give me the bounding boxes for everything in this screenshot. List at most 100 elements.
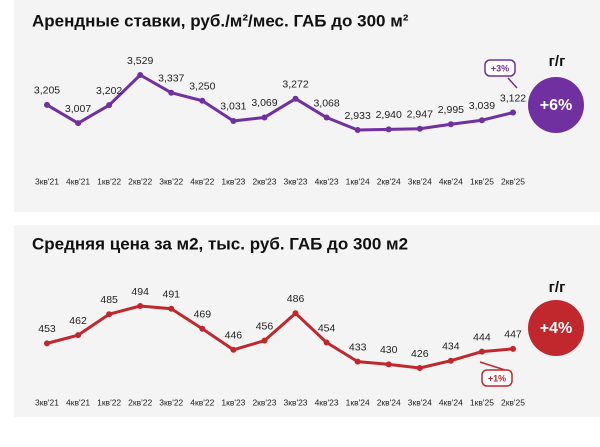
yoy-badge (528, 300, 584, 356)
x-tick-label: 1кв'25 (470, 176, 494, 186)
x-tick-label: 3кв'21 (35, 397, 59, 407)
point (478, 117, 485, 124)
arrow (507, 77, 518, 89)
recent-change: +1% (488, 373, 506, 383)
line (46, 304, 514, 370)
x-tick-label: 2кв'23 (252, 397, 276, 407)
x-tick-label: 2кв'23 (252, 176, 276, 186)
x-tick-label: 2кв'22 (128, 176, 152, 186)
point (230, 346, 237, 353)
x-tick-label: 1кв'22 (97, 397, 121, 407)
point (75, 120, 82, 127)
value-label: 3,031 (220, 101, 246, 113)
value-label: 486 (287, 293, 305, 305)
x-tick-label: 3кв'23 (284, 176, 308, 186)
x-tick-label: 2кв'24 (377, 176, 401, 186)
chart-title: Арендные ставки, руб./м²/мес. ГАБ до 300… (32, 11, 409, 30)
value-label: 469 (194, 309, 212, 321)
value-label: 446 (225, 330, 243, 342)
point (137, 303, 144, 309)
yoy-change: +4% (540, 320, 572, 337)
x-tick-label: 4кв'23 (315, 176, 339, 186)
value-label: 447 (504, 329, 522, 341)
value-label: 2,995 (438, 104, 464, 116)
value-label: 3,068 (313, 97, 339, 109)
point (323, 114, 330, 121)
value-label: 3,205 (34, 85, 60, 97)
x-tick-label: 4кв'22 (190, 176, 214, 186)
arrow (479, 361, 506, 371)
value-label: 433 (349, 341, 367, 353)
x-tick-label: 3кв'21 (35, 176, 59, 186)
x-tick-label: 2кв'25 (501, 397, 525, 407)
x-tick-label: 4кв'24 (439, 397, 463, 407)
value-label: 430 (380, 344, 398, 356)
point (510, 345, 516, 352)
x-tick-label: 3кв'24 (408, 397, 432, 407)
yoy-label: г/г (549, 279, 566, 296)
point (75, 332, 82, 339)
value-label: 491 (163, 289, 181, 301)
x-tick-label: 2кв'25 (501, 176, 525, 186)
value-label: 3,007 (65, 103, 91, 115)
point (168, 305, 175, 312)
x-tick-label: 1кв'23 (221, 176, 245, 186)
value-label: 454 (318, 322, 336, 334)
x-tick-label: 1кв'25 (470, 397, 494, 407)
value-label: 494 (131, 286, 149, 298)
value-label: 462 (69, 315, 87, 327)
value-label: 453 (38, 323, 56, 335)
point (44, 340, 50, 347)
value-label: 3,337 (158, 72, 184, 84)
value-label: 426 (411, 348, 429, 360)
value-label: 444 (473, 331, 491, 343)
x-tick-label: 4кв'21 (66, 397, 90, 407)
point (292, 95, 299, 102)
value-label: 3,039 (469, 100, 495, 112)
value-label: 3,272 (282, 78, 308, 90)
point (261, 114, 268, 121)
point (199, 97, 206, 104)
point (44, 101, 50, 108)
point (416, 125, 423, 132)
x-tick-label: 4кв'24 (439, 176, 463, 186)
x-tick-label: 4кв'23 (315, 397, 339, 407)
value-label: 2,940 (376, 109, 402, 121)
change-box (481, 369, 513, 387)
point (137, 72, 144, 78)
point (510, 109, 516, 116)
chart-title: Средняя цена за м2, тыс. руб. ГАБ до 300… (32, 234, 408, 253)
x-tick-label: 1кв'24 (346, 176, 370, 186)
point (354, 127, 361, 133)
line (46, 73, 514, 132)
x-tick-label: 2кв'24 (377, 397, 401, 407)
panel (14, 225, 600, 417)
change-box (484, 59, 516, 77)
point (478, 348, 485, 355)
point (447, 357, 454, 364)
point (261, 337, 268, 344)
point (168, 89, 175, 96)
value-label: 3,250 (189, 81, 215, 93)
point (416, 365, 423, 371)
point (385, 361, 392, 368)
point (106, 102, 113, 109)
x-tick-label: 1кв'22 (97, 176, 121, 186)
x-tick-label: 4кв'21 (66, 176, 90, 186)
point (230, 117, 237, 124)
value-label: 3,529 (127, 55, 153, 67)
value-label: 485 (100, 294, 118, 306)
x-tick-label: 1кв'24 (346, 397, 370, 407)
value-label: 2,933 (345, 110, 371, 122)
point (199, 325, 206, 332)
value-label: 456 (256, 320, 274, 332)
yoy-label: г/г (549, 53, 566, 70)
yoy-badge (528, 77, 584, 133)
x-tick-label: 3кв'24 (408, 176, 432, 186)
point (385, 126, 392, 133)
point (354, 358, 361, 365)
yoy-change: +6% (540, 97, 572, 114)
point (106, 311, 113, 318)
x-tick-label: 2кв'22 (128, 397, 152, 407)
